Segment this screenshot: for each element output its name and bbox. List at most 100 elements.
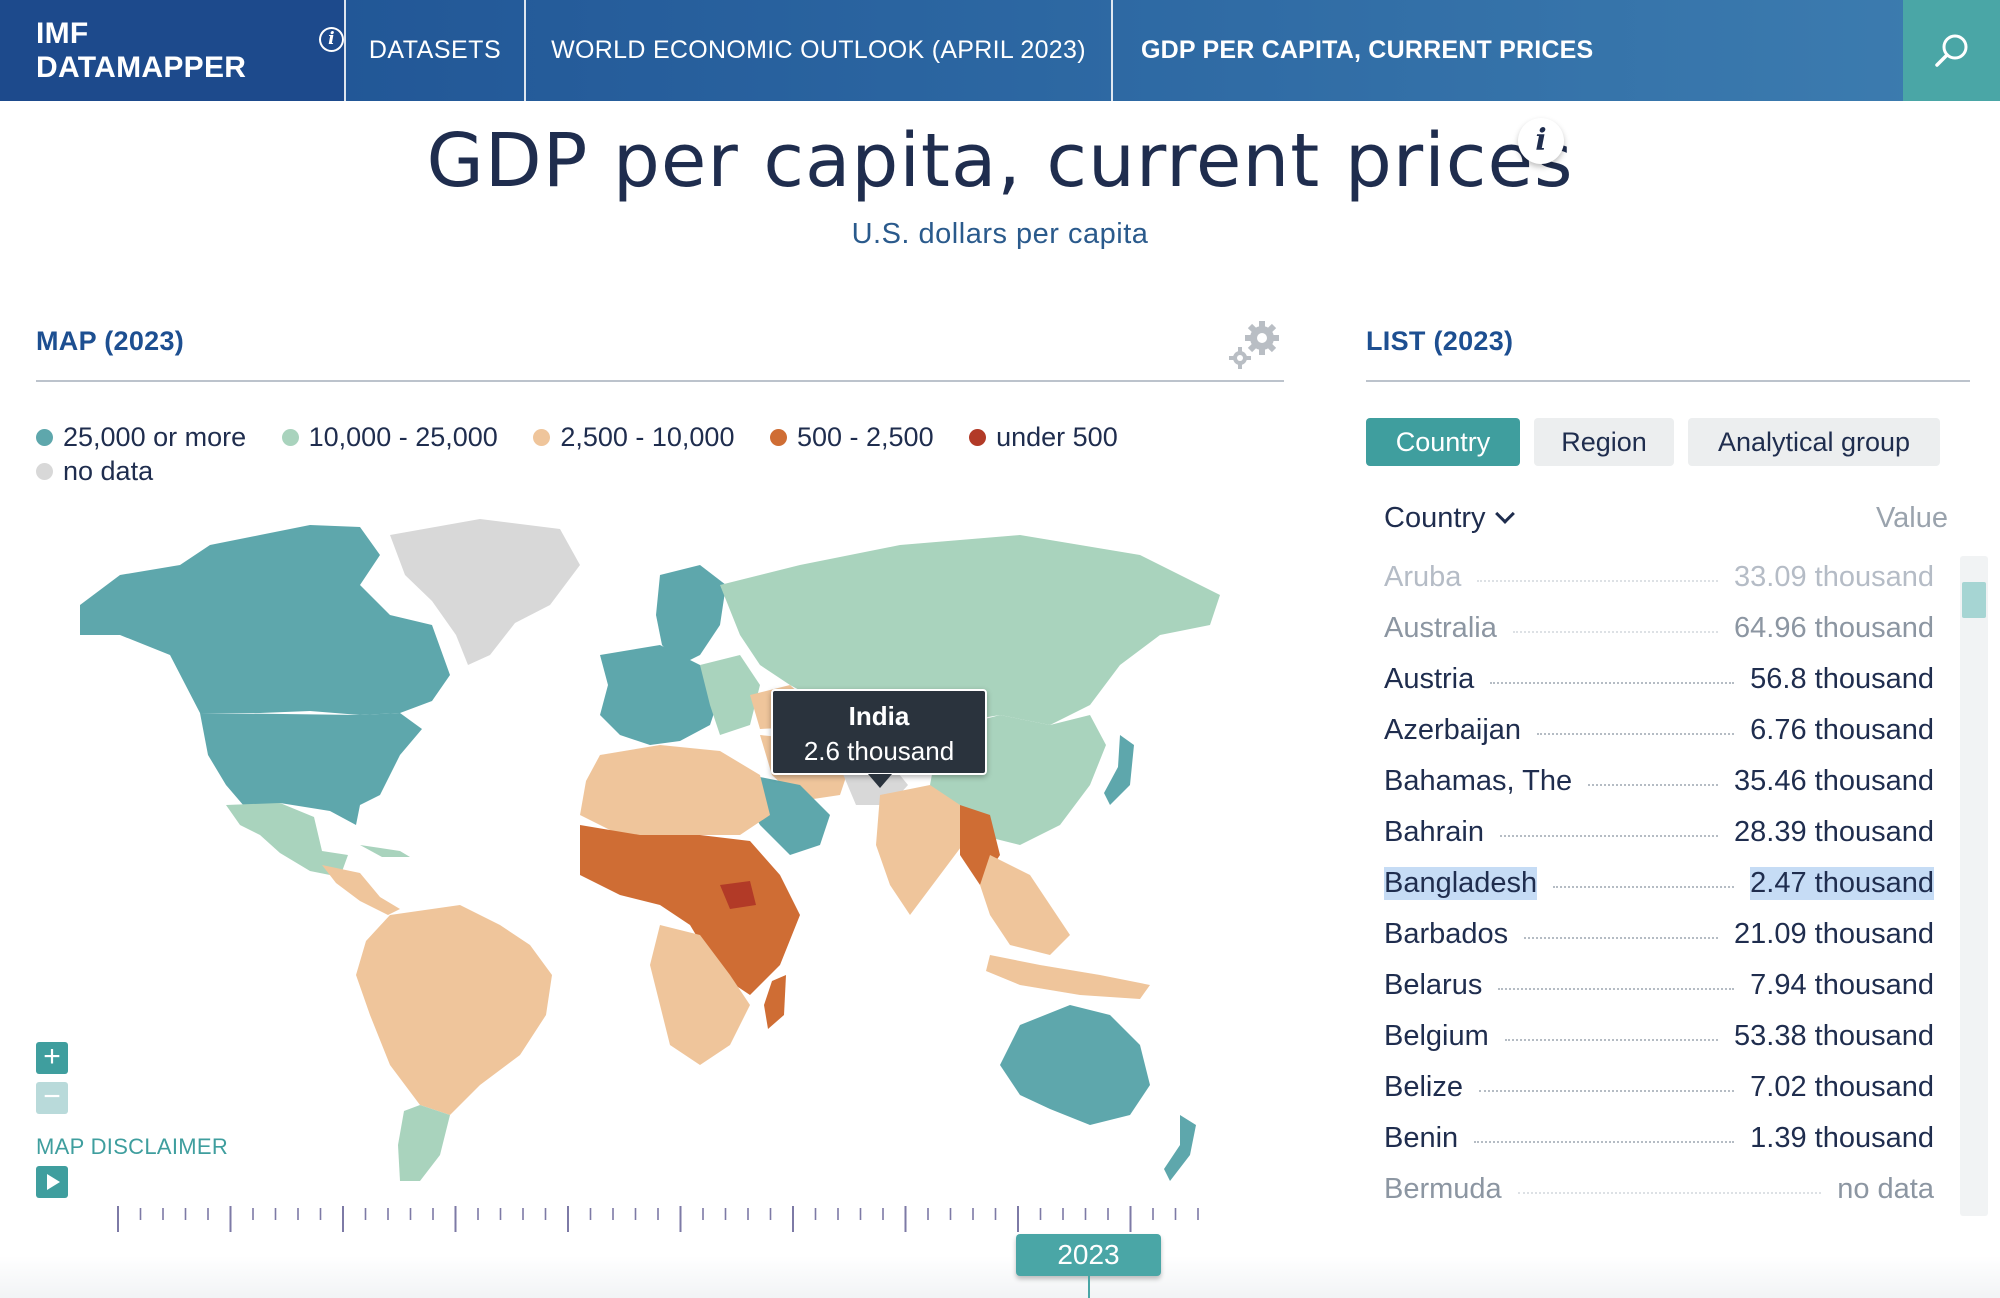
map-legend: 25,000 or more 10,000 - 25,000 2,500 - 1… — [36, 420, 1276, 488]
map-disclaimer-link[interactable]: MAP DISCLAIMER — [36, 1134, 229, 1159]
list-item[interactable]: Benin 1.39 thousand — [1384, 1113, 1934, 1164]
country-name: Austria — [1384, 663, 1475, 695]
map-region-india[interactable] — [876, 785, 970, 915]
country-value: 1.39 thousand — [1750, 1122, 1934, 1154]
map-tooltip: India 2.6 thousand — [771, 689, 987, 775]
map-region-australia[interactable] — [1000, 1005, 1150, 1125]
map-region-russia[interactable] — [720, 535, 1220, 725]
tab-analytical-group[interactable]: Analytical group — [1688, 418, 1940, 466]
country-name: Bangladesh — [1384, 867, 1538, 900]
search-button[interactable] — [1903, 0, 2000, 101]
year-timeline-slider[interactable] — [114, 1202, 1214, 1252]
dot-leader — [1490, 681, 1735, 684]
list-item[interactable]: Belgium 53.38 thousand — [1384, 1011, 1934, 1062]
list-header: Country Value — [1384, 502, 1948, 542]
list-tabs: Country Region Analytical group — [1366, 418, 1954, 466]
map-region-southeast-asia[interactable] — [980, 855, 1070, 955]
chevron-down-icon — [1494, 504, 1515, 524]
country-list[interactable]: Aruba 33.09 thousand Australia 64.96 thous… — [1384, 552, 1934, 1212]
country-name: Barbados — [1384, 918, 1509, 950]
list-item[interactable]: Bahamas, The 35.46 thousand — [1384, 756, 1934, 807]
nav-indicator[interactable]: GDP PER CAPITA, CURRENT PRICES — [1141, 36, 1594, 64]
info-icon[interactable]: i — [319, 27, 344, 52]
map-region-mexico[interactable] — [226, 803, 348, 877]
legend-label: 500 - 2,500 — [796, 421, 934, 452]
list-scrollbar-thumb[interactable] — [1962, 582, 1986, 618]
tab-country[interactable]: Country — [1366, 418, 1520, 466]
map-region-indonesia[interactable] — [986, 955, 1150, 999]
list-item[interactable]: Austria 56.8 thousand — [1384, 654, 1934, 705]
map-region-cuba[interactable] — [360, 845, 410, 857]
legend-item[interactable]: 500 - 2,500 — [769, 420, 934, 454]
country-name: Aruba — [1384, 561, 1462, 593]
legend-item[interactable]: no data — [36, 454, 153, 488]
zoom-out-button[interactable]: − — [36, 1082, 68, 1114]
value-column-label[interactable]: Value — [1875, 502, 1948, 534]
dot-leader — [1477, 579, 1719, 582]
list-item[interactable]: Belarus 7.94 thousand — [1384, 960, 1934, 1011]
map-region-new-zealand[interactable] — [1164, 1115, 1196, 1181]
map-region-southern-africa[interactable] — [650, 925, 750, 1065]
map-region-canada[interactable] — [80, 525, 450, 715]
play-button[interactable] — [36, 1166, 68, 1198]
dot-leader — [1524, 936, 1719, 939]
map-heading: MAP (2023) — [36, 326, 185, 356]
map-region-japan[interactable] — [1104, 735, 1134, 805]
map-region-eastern-europe[interactable] — [700, 655, 760, 735]
nav-dataset-name[interactable]: WORLD ECONOMIC OUTLOOK (APRIL 2023) — [526, 0, 1113, 101]
dot-leader — [1499, 834, 1719, 837]
list-item[interactable]: Bermuda no data — [1384, 1164, 1934, 1212]
indicator-info-icon[interactable]: i — [1518, 118, 1564, 164]
list-scrollbar[interactable] — [1960, 556, 1988, 1216]
list-item[interactable]: Aruba 33.09 thousand — [1384, 552, 1934, 603]
sort-by-country-button[interactable]: Country — [1384, 502, 1515, 535]
list-item[interactable]: Bahrain 28.39 thousand — [1384, 807, 1934, 858]
nav-datasets[interactable]: DATASETS — [346, 0, 526, 101]
list-item-selected[interactable]: Bangladesh 2.47 thousand — [1384, 858, 1934, 909]
map-region-scandinavia[interactable] — [656, 565, 726, 665]
country-value: 28.39 thousand — [1734, 816, 1934, 848]
map-region-brazil-and-north[interactable] — [356, 905, 552, 1115]
legend-item[interactable]: under 500 — [969, 420, 1118, 454]
dot-leader — [1504, 1038, 1719, 1041]
legend-swatch — [36, 428, 53, 446]
dot-leader — [1498, 987, 1735, 990]
country-name: Bermuda — [1384, 1173, 1502, 1205]
legend-item[interactable]: 10,000 - 25,000 — [281, 420, 498, 454]
list-item[interactable]: Australia 64.96 thousand — [1384, 603, 1934, 654]
country-name: Belgium — [1384, 1020, 1489, 1052]
map-region-western-europe[interactable] — [600, 645, 720, 745]
legend-label: under 500 — [996, 421, 1118, 452]
brand-link[interactable]: IMF DATAMAPPER i — [0, 0, 346, 101]
list-item[interactable]: Azerbaijan 6.76 thousand — [1384, 705, 1934, 756]
map-region-saudi-arabia[interactable] — [746, 775, 830, 855]
zoom-in-button[interactable]: + — [36, 1042, 68, 1074]
map-region-central-america[interactable] — [322, 865, 400, 915]
list-divider — [1366, 380, 1970, 382]
list-item[interactable]: Barbados 21.09 thousand — [1384, 909, 1934, 960]
map-region-greenland[interactable] — [390, 519, 580, 665]
tab-region[interactable]: Region — [1534, 418, 1674, 466]
settings-gears-icon[interactable] — [1228, 318, 1284, 372]
search-icon — [1934, 34, 1967, 67]
country-value: 7.02 thousand — [1750, 1071, 1934, 1103]
list-heading: LIST (2023) — [1366, 326, 1514, 356]
map-region-southern-cone[interactable] — [398, 1105, 450, 1181]
map-divider — [36, 380, 1284, 382]
country-value: 2.47 thousand — [1750, 867, 1934, 900]
list-item[interactable]: Belize 7.02 thousand — [1384, 1062, 1934, 1113]
country-name: Azerbaijan — [1384, 714, 1522, 746]
map-region-north-africa[interactable] — [580, 745, 770, 835]
map-region-usa[interactable] — [200, 713, 422, 825]
world-map[interactable] — [60, 505, 1260, 1185]
map-region-madagascar[interactable] — [764, 975, 786, 1029]
country-name: Australia — [1384, 612, 1497, 644]
selected-year-handle[interactable]: 2023 — [1016, 1234, 1161, 1276]
legend-item[interactable]: 2,500 - 10,000 — [533, 420, 734, 454]
country-name: Belarus — [1384, 969, 1483, 1001]
map-region-west-central-africa[interactable] — [580, 825, 800, 995]
legend-item[interactable]: 25,000 or more — [36, 420, 246, 454]
country-value: 6.76 thousand — [1750, 714, 1934, 746]
map-region-south-sudan[interactable] — [720, 881, 756, 909]
dot-leader — [1588, 783, 1719, 786]
